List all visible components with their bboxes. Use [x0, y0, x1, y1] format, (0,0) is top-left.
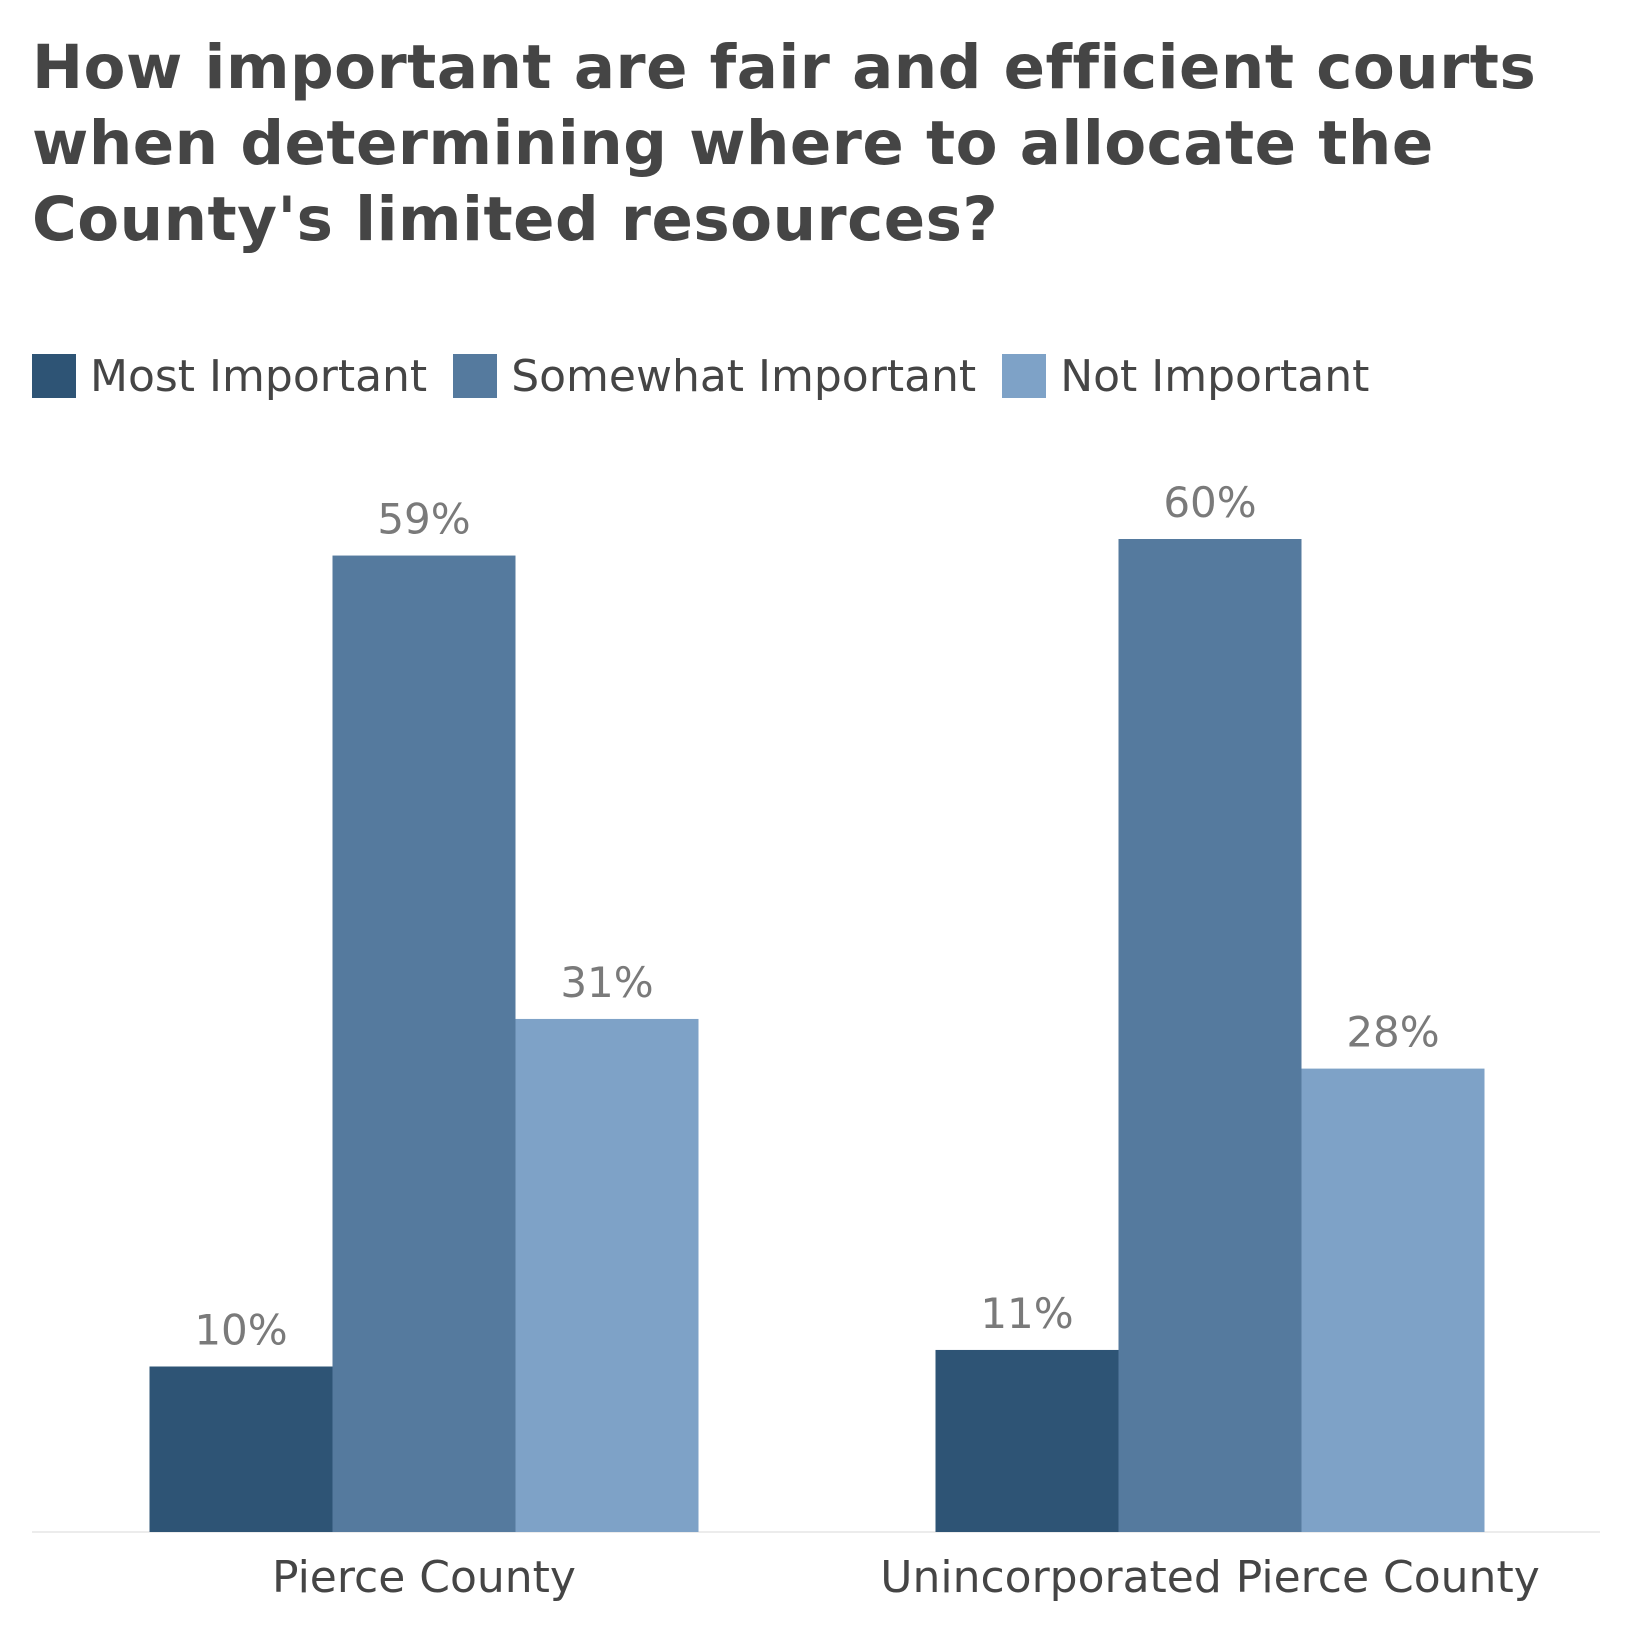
bar-label-1-1: 10%: [194, 1306, 287, 1355]
bar-label-1-2: 59%: [377, 495, 470, 544]
legend-item-3: Not Important: [1002, 351, 1369, 402]
bar-label-2-2: 60%: [1163, 478, 1256, 527]
bar-2-3: [1301, 1068, 1485, 1532]
legend: Most Important Somewhat Important Not Impo…: [32, 346, 1395, 406]
bar-label-2-3: 28%: [1346, 1008, 1439, 1057]
legend-label-1: Most Important: [90, 350, 428, 402]
category-label-1: Pierce County: [272, 1552, 576, 1603]
legend-item-2: Somewhat Important: [453, 351, 976, 402]
bar-1-3: [515, 1018, 699, 1532]
chart-title: How important are fair and efficient cou…: [32, 32, 1537, 255]
bars-group: [149, 539, 1485, 1532]
legend-swatch-1: [32, 354, 76, 398]
bar-label-2-1: 11%: [980, 1289, 1073, 1338]
category-labels-group: Pierce County Unincorporated Pierce Count…: [272, 1552, 1540, 1603]
legend-label-3: Not Important: [1060, 350, 1370, 402]
legend-item-1: Most Important: [32, 351, 427, 402]
legend-swatch-2: [453, 354, 498, 398]
legend-swatch-3: [1002, 354, 1047, 398]
bar-2-1: [935, 1349, 1119, 1532]
category-label-2: Unincorporated Pierce County: [880, 1552, 1539, 1603]
bar-labels-group: 10% 59% 31% 11% 60% 28%: [194, 478, 1439, 1355]
bar-1-2: [332, 555, 516, 1532]
bar-label-1-3: 31%: [560, 958, 653, 1007]
bar-1-1: [149, 1366, 333, 1532]
legend-label-2: Somewhat Important: [511, 350, 977, 402]
bar-2-2: [1118, 539, 1302, 1532]
